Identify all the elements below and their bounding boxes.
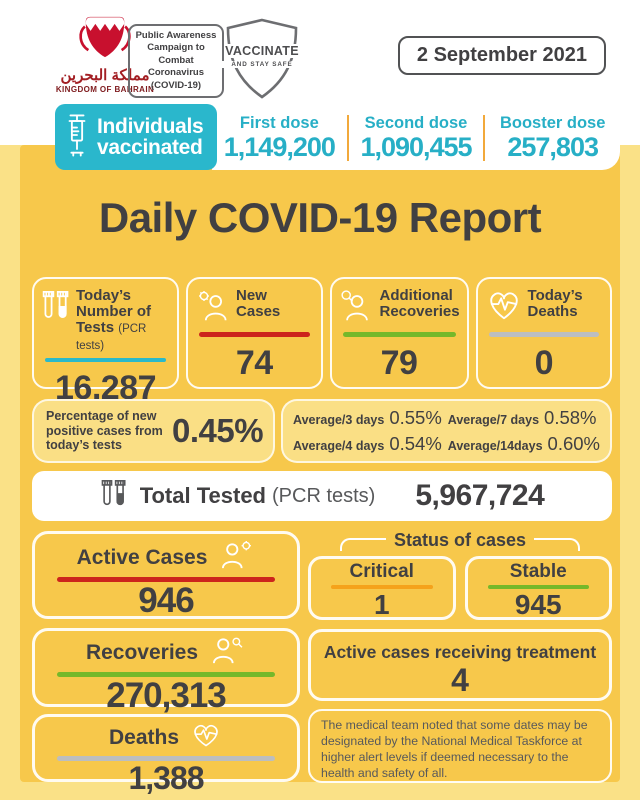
medical-team-note: The medical team noted that some dates m…: [308, 709, 612, 783]
dose-value: 1,149,200: [223, 132, 336, 163]
stat-card-new-cases: New Cases 74: [186, 277, 323, 389]
stat-card-value: 0: [534, 343, 554, 382]
status-cards-row: Critical 1 Stable 945: [308, 556, 612, 620]
status-of-cases-header: Status of cases: [308, 530, 612, 551]
positivity-panel: Percentage of new positive cases from to…: [32, 399, 276, 463]
recoveries-underline: [57, 672, 275, 677]
critical-value: 1: [373, 588, 390, 620]
stat-card-sublabel: (PCR tests): [76, 323, 147, 352]
dose-label: Booster dose: [499, 113, 606, 132]
dose-value: 257,803: [507, 132, 599, 163]
stable-underline: [487, 584, 589, 589]
person-virus-icon: [217, 541, 255, 574]
page-title: Daily COVID-19 Report: [98, 194, 542, 241]
stat-card-label: Additional Recoveries: [379, 287, 460, 321]
stat-card-label: New Cases: [236, 287, 281, 321]
critical-underline: [331, 584, 433, 589]
emblem-kingdom-text: KINGDOM OF BAHRAIN: [55, 85, 155, 94]
stat-underline: [199, 332, 310, 337]
bracket-left: [339, 538, 386, 551]
stat-cards-row: Today’s Number of Tests (PCR tests) 16,2…: [32, 277, 612, 407]
active-cases-value: 946: [138, 580, 194, 620]
dose-label: Second dose: [364, 113, 468, 132]
divider: [346, 115, 349, 161]
positivity-label: Percentage of new positive cases from to…: [46, 408, 163, 453]
stat-card-label: Today’s Number of Tests: [76, 287, 151, 337]
divider: [483, 115, 486, 161]
person-search-icon: [208, 636, 246, 669]
active-cases-underline: [57, 577, 275, 582]
shield-badge-text: VACCINATE AND STAY SAFE: [215, 42, 309, 68]
recoveries-label: Recoveries: [85, 640, 199, 664]
booster-dose: Booster dose 257,803: [485, 115, 620, 162]
deaths-card: Deaths 1,388: [32, 714, 300, 794]
stat-card-recoveries: Additional Recoveries 79: [329, 277, 469, 389]
total-tested-bar: Total Tested (PCR tests) 5,967,724: [32, 471, 612, 521]
averages-panel: Average/3 days 0.55% Average/7 days 0.58…: [281, 399, 612, 463]
dose-label: First dose: [239, 113, 319, 132]
first-dose: First dose 1,149,200: [212, 115, 347, 162]
recoveries-card: Recoveries 270,313: [32, 628, 300, 713]
treatment-label: Active cases receiving treatment: [323, 642, 597, 662]
second-dose: Second dose 1,090,455: [349, 115, 484, 162]
emblem-arabic-text: مملكة البحرين: [60, 67, 150, 84]
person-virus-icon: [195, 288, 231, 327]
positivity-value: 0.45%: [172, 412, 264, 449]
recoveries-value: 270,313: [106, 675, 227, 715]
heart-pulse-icon: [485, 288, 523, 327]
individuals-vaccinated-label: Individuals vaccinated: [97, 114, 204, 159]
vaccinate-shield-badge: VACCINATE AND STAY SAFE: [215, 16, 309, 102]
average-7days: Average/7 days 0.58%: [447, 407, 597, 428]
status-of-cases-title: Status of cases: [393, 530, 527, 550]
shield-line2: AND STAY SAFE: [215, 61, 309, 68]
test-tubes-icon: [41, 288, 71, 329]
shield-line1: VACCINATE: [224, 44, 300, 58]
critical-card: Critical 1: [308, 556, 456, 620]
deaths-underline: [57, 756, 275, 761]
positivity-row: Percentage of new positive cases from to…: [32, 399, 612, 463]
stat-card-tests: Today’s Number of Tests (PCR tests) 16,2…: [32, 277, 180, 407]
stat-card-value: 74: [235, 343, 273, 382]
active-cases-label: Active Cases: [76, 545, 208, 569]
active-cases-card: Active Cases 946: [32, 531, 300, 619]
average-4days: Average/4 days 0.54%: [293, 433, 442, 454]
stable-label: Stable: [509, 561, 567, 582]
deaths-label: Deaths: [108, 725, 180, 749]
syringe-icon: [63, 111, 91, 164]
total-tested-value: 5,967,724: [415, 479, 545, 512]
stat-underline: [45, 357, 167, 363]
stat-card-deaths: Today’s Deaths 0: [475, 277, 612, 389]
heart-pulse-icon: [189, 722, 223, 753]
report-date: 2 September 2021: [397, 36, 606, 75]
bracket-right: [534, 538, 581, 551]
doses-panel: First dose 1,149,200 Second dose 1,090,4…: [212, 106, 620, 170]
stat-underline: [342, 332, 456, 337]
person-search-icon: [339, 288, 375, 327]
test-tubes-icon: [100, 477, 128, 516]
stat-card-value: 79: [380, 343, 418, 382]
critical-label: Critical: [349, 561, 414, 582]
stat-underline: [488, 332, 599, 337]
treatment-card: Active cases receiving treatment 4: [308, 629, 612, 701]
treatment-value: 4: [451, 662, 469, 698]
dose-value: 1,090,455: [360, 132, 472, 163]
total-tested-label: Total Tested: [139, 483, 266, 508]
average-3days: Average/3 days 0.55%: [293, 407, 442, 428]
average-14days: Average/14days 0.60%: [447, 433, 600, 454]
individuals-vaccinated-box: Individuals vaccinated: [55, 104, 217, 170]
stable-card: Stable 945: [464, 556, 612, 620]
stat-card-label: Today’s Deaths: [527, 287, 583, 321]
bahrain-emblem: مملكة البحرين KINGDOM OF BAHRAIN: [46, 12, 164, 94]
total-tested-sublabel: (PCR tests): [272, 484, 376, 507]
deaths-value: 1,388: [128, 759, 204, 796]
stable-value: 945: [514, 588, 562, 620]
campaign-box: Public Awareness Campaign to Combat Coro…: [128, 24, 224, 98]
bahrain-crest-icon: [77, 16, 133, 66]
